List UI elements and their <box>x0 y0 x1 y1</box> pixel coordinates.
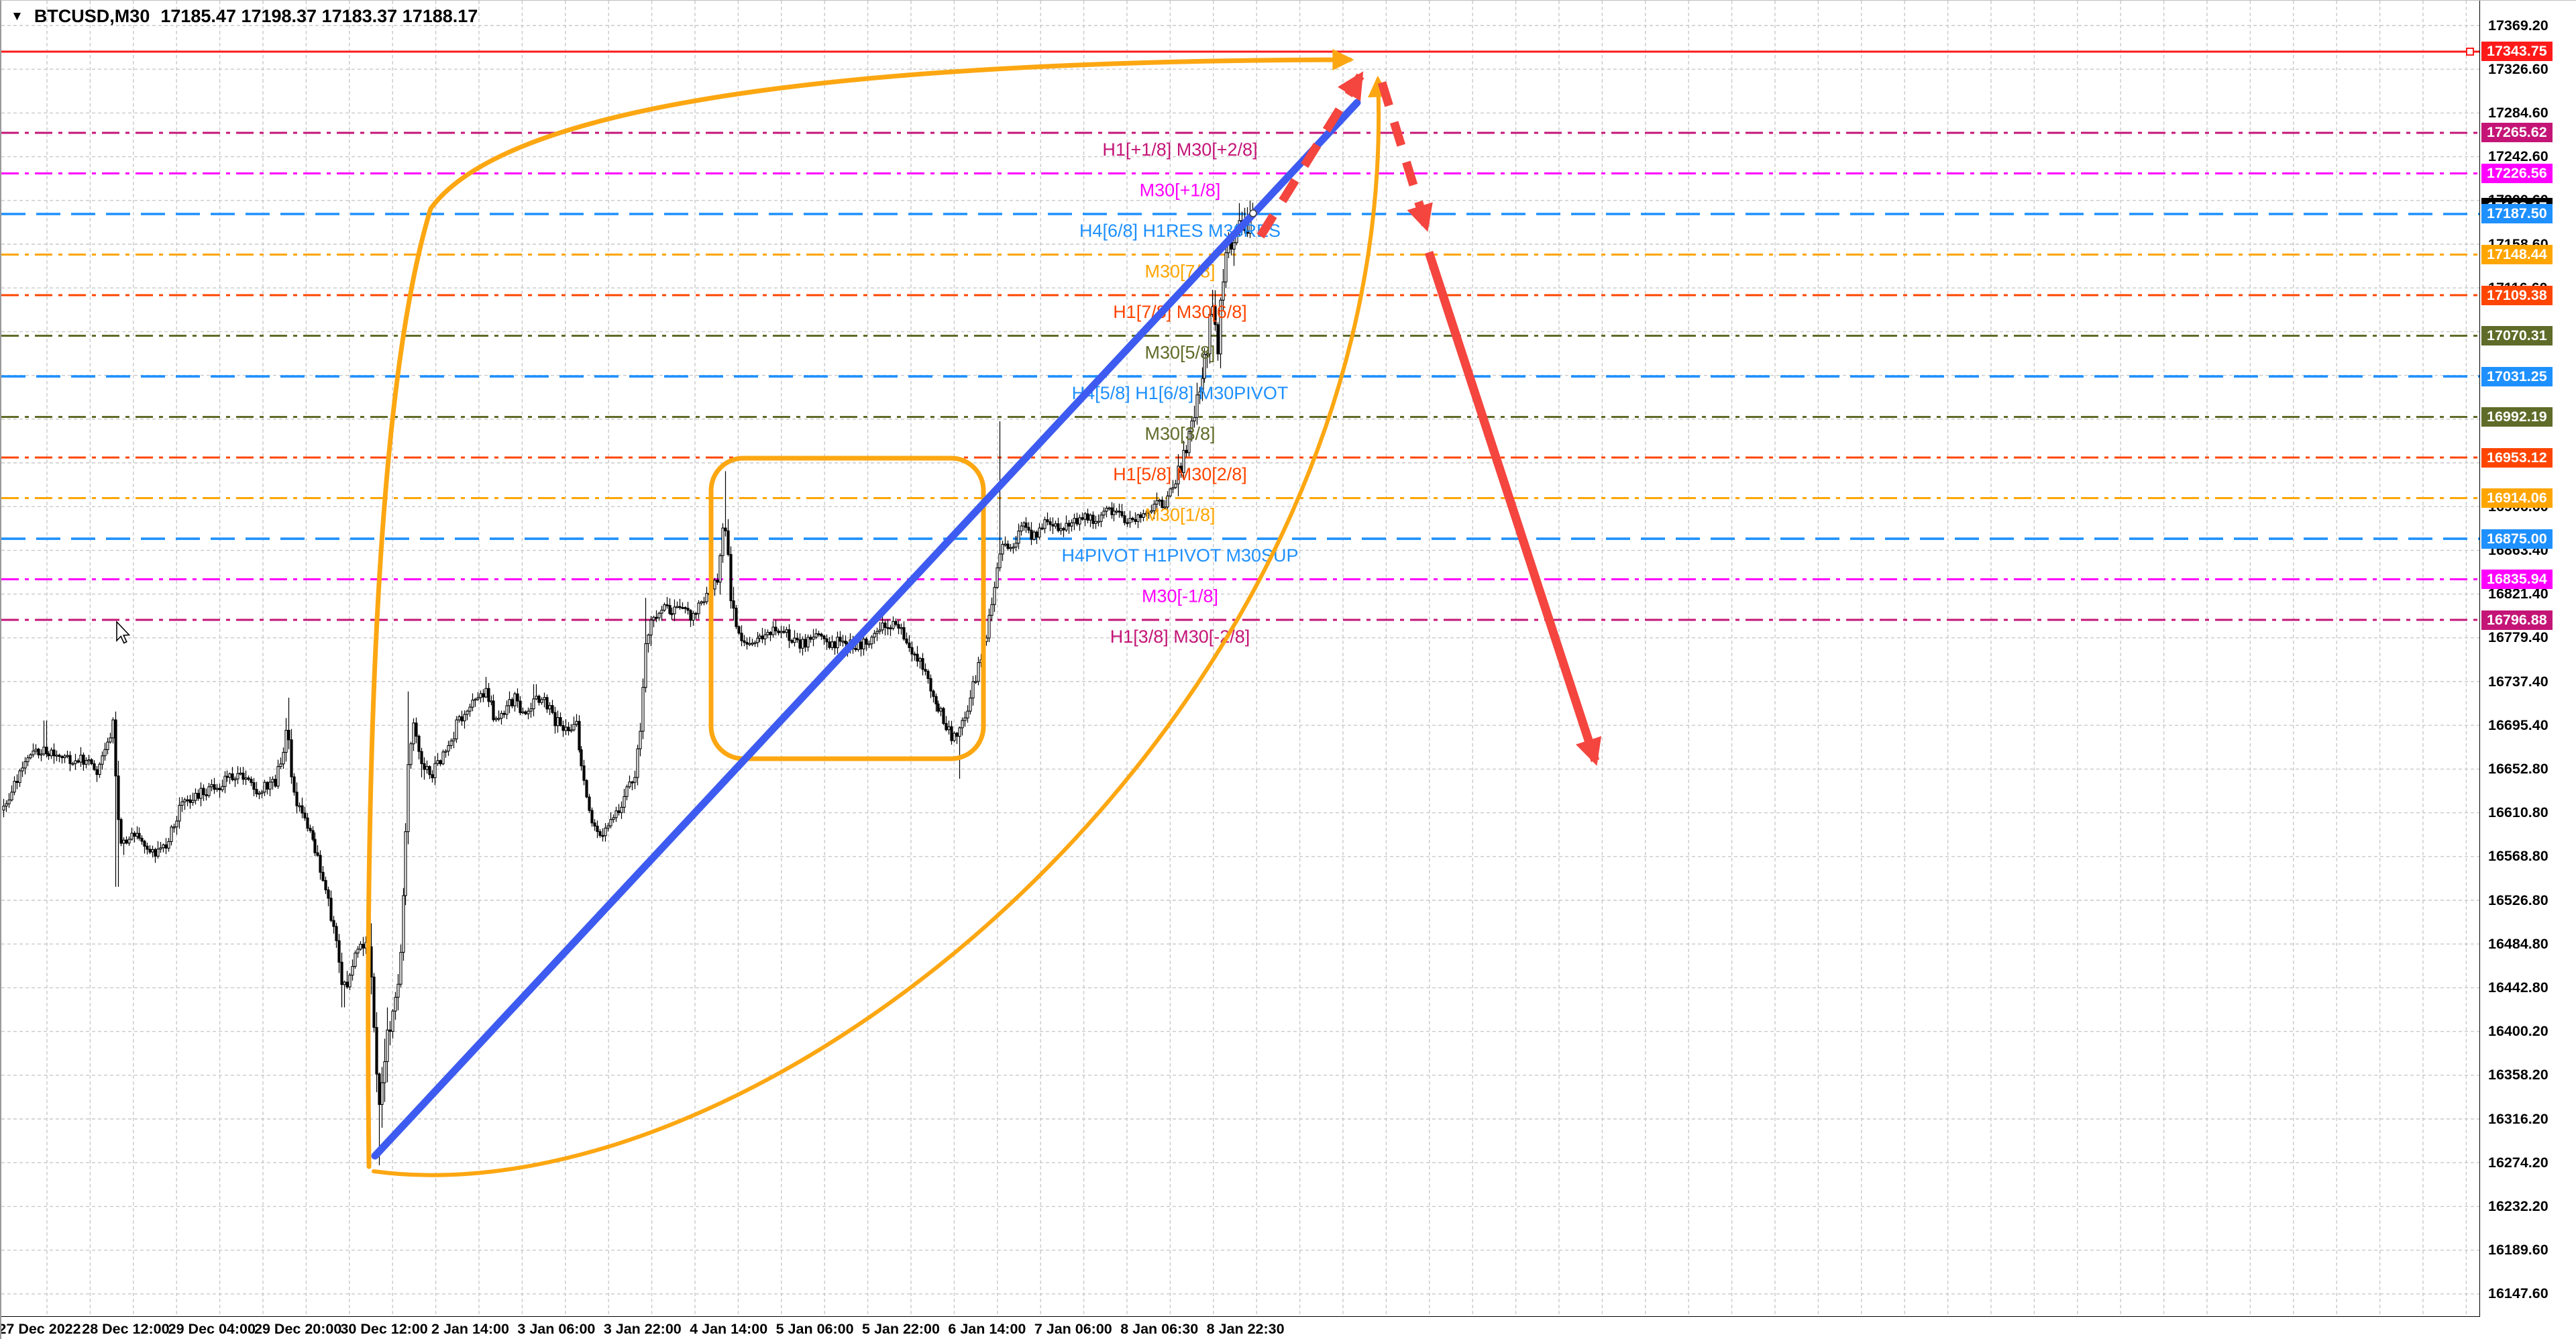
svg-text:M30[5/8]: M30[5/8] <box>1144 343 1215 363</box>
time-axis-label: 5 Jan 22:00 <box>862 1321 940 1337</box>
level-price-badge: 16914.06 <box>2481 488 2553 508</box>
red-dashed-arrow-down[interactable] <box>1377 81 1433 232</box>
price-axis-label: 16274.20 <box>2488 1154 2548 1171</box>
level-price-badge: 17343.75 <box>2481 42 2553 62</box>
red-dashed-arrow-up[interactable] <box>1256 71 1364 239</box>
time-axis-label: 5 Jan 06:00 <box>775 1321 854 1337</box>
level-price-badge: 16835.94 <box>2481 570 2553 590</box>
svg-text:H1[7/8] M30[6/8]: H1[7/8] M30[6/8] <box>1113 302 1247 322</box>
price-axis-label: 16189.60 <box>2488 1242 2548 1258</box>
time-axis-label: 3 Jan 06:00 <box>517 1321 596 1337</box>
price-axis-label: 16652.80 <box>2488 760 2548 777</box>
time-axis-label: 8 Jan 06:30 <box>1120 1321 1199 1337</box>
time-axis-label: 2 Jan 14:00 <box>431 1321 509 1337</box>
time-axis-label: 3 Jan 22:00 <box>603 1321 682 1337</box>
svg-text:H1[5/8] M30[2/8]: H1[5/8] M30[2/8] <box>1113 464 1247 484</box>
price-axis-label: 17326.60 <box>2488 60 2548 77</box>
svg-text:M30[+1/8]: M30[+1/8] <box>1140 180 1221 200</box>
level-price-badge: 16992.19 <box>2481 407 2553 427</box>
symbol-dropdown-icon[interactable]: ▼ <box>11 9 23 23</box>
price-axis-label: 16568.80 <box>2488 848 2548 865</box>
svg-text:M30[1/8]: M30[1/8] <box>1144 505 1215 525</box>
level-price-badge: 17031.25 <box>2481 366 2553 386</box>
murrey-level-lines[interactable] <box>1 50 2480 621</box>
chart-title-bar: ▼ BTCUSD,M30 17185.47 17198.37 17183.37 … <box>11 6 478 27</box>
time-axis-label: 4 Jan 14:00 <box>690 1321 768 1337</box>
time-axis-label: 29 Dec 20:00 <box>254 1321 342 1337</box>
last-price-marker <box>1249 209 1257 217</box>
level-price-badge: 17148.44 <box>2481 245 2553 264</box>
level-price-badge: 17226.56 <box>2481 163 2553 183</box>
time-axis-label: 7 Jan 06:00 <box>1034 1321 1112 1337</box>
price-axis-label: 16316.20 <box>2488 1110 2548 1127</box>
price-axis-label: 17284.60 <box>2488 104 2548 121</box>
price-axis-label: 16526.80 <box>2488 892 2548 908</box>
price-axis-label: 16400.20 <box>2488 1023 2548 1040</box>
price-axis-label: 16147.60 <box>2488 1285 2548 1302</box>
murrey-level-labels: H1[+1/8] M30[+2/8] M30[+1/8] H4[6/8] H1RES… <box>1061 140 1298 647</box>
level-price-badge: 16796.88 <box>2481 610 2553 630</box>
time-axis-label: 28 Dec 12:00 <box>82 1321 170 1337</box>
price-axis-label: 17369.20 <box>2488 17 2548 34</box>
price-axis-label: 16442.80 <box>2488 979 2548 996</box>
svg-text:M30[3/8]: M30[3/8] <box>1144 424 1215 444</box>
svg-text:H1[+1/8] M30[+2/8]: H1[+1/8] M30[+2/8] <box>1102 140 1257 160</box>
level-price-badge: 17187.50 <box>2481 204 2553 224</box>
price-axis-label: 16484.80 <box>2488 935 2548 952</box>
level-price-badge: 17070.31 <box>2481 326 2553 346</box>
price-axis-label: 17242.60 <box>2488 148 2548 165</box>
time-axis-label: 29 Dec 04:00 <box>168 1321 256 1337</box>
candlesticks <box>2 213 1254 1106</box>
price-axis-label: 16610.80 <box>2488 804 2548 821</box>
grid <box>1 1 2480 1317</box>
symbol-timeframe-label: BTCUSD,M30 <box>34 6 150 26</box>
ohlc-readout: 17185.47 17198.37 17183.37 17188.17 <box>160 6 478 26</box>
level-price-badge: 16953.12 <box>2481 447 2553 468</box>
price-axis-label: 16737.40 <box>2488 673 2548 690</box>
price-axis-label: 16232.20 <box>2488 1197 2548 1214</box>
mouse-cursor-icon <box>116 620 131 644</box>
level-price-badge: 17265.62 <box>2481 123 2553 143</box>
price-axis-label: 16695.40 <box>2488 716 2548 733</box>
blue-trendline[interactable] <box>371 99 1361 1160</box>
lens-upper-arc-arrow[interactable] <box>366 49 1354 1169</box>
analyst-drawings[interactable] <box>366 49 1602 1177</box>
svg-text:H4[6/8] H1RES M30RES: H4[6/8] H1RES M30RES <box>1079 221 1281 241</box>
red-solid-projection-arrow[interactable] <box>1424 250 1602 766</box>
consolidation-box[interactable] <box>708 456 986 761</box>
level-price-badge: 16875.00 <box>2481 529 2553 549</box>
price-axis-label: 16779.40 <box>2488 629 2548 646</box>
lens-lower-arc-arrow[interactable] <box>372 75 1390 1177</box>
level-price-badge: 17109.38 <box>2481 285 2553 305</box>
price-axis-label: 16358.20 <box>2488 1067 2548 1083</box>
svg-text:H4[5/8] H1[6/8] M30PIVOT: H4[5/8] H1[6/8] M30PIVOT <box>1072 383 1289 403</box>
time-axis-label: 8 Jan 22:30 <box>1206 1321 1285 1337</box>
hline-drag-handle[interactable] <box>2466 47 2474 56</box>
time-axis[interactable] <box>1 1317 2576 1339</box>
time-axis-label: 27 Dec 2022 <box>0 1321 81 1337</box>
time-axis-label: 6 Jan 14:00 <box>948 1321 1026 1337</box>
svg-text:M30[-1/8]: M30[-1/8] <box>1142 586 1218 606</box>
svg-text:H4PIVOT H1PIVOT M30SUP: H4PIVOT H1PIVOT M30SUP <box>1061 545 1298 566</box>
time-axis-label: 30 Dec 12:00 <box>340 1321 428 1337</box>
